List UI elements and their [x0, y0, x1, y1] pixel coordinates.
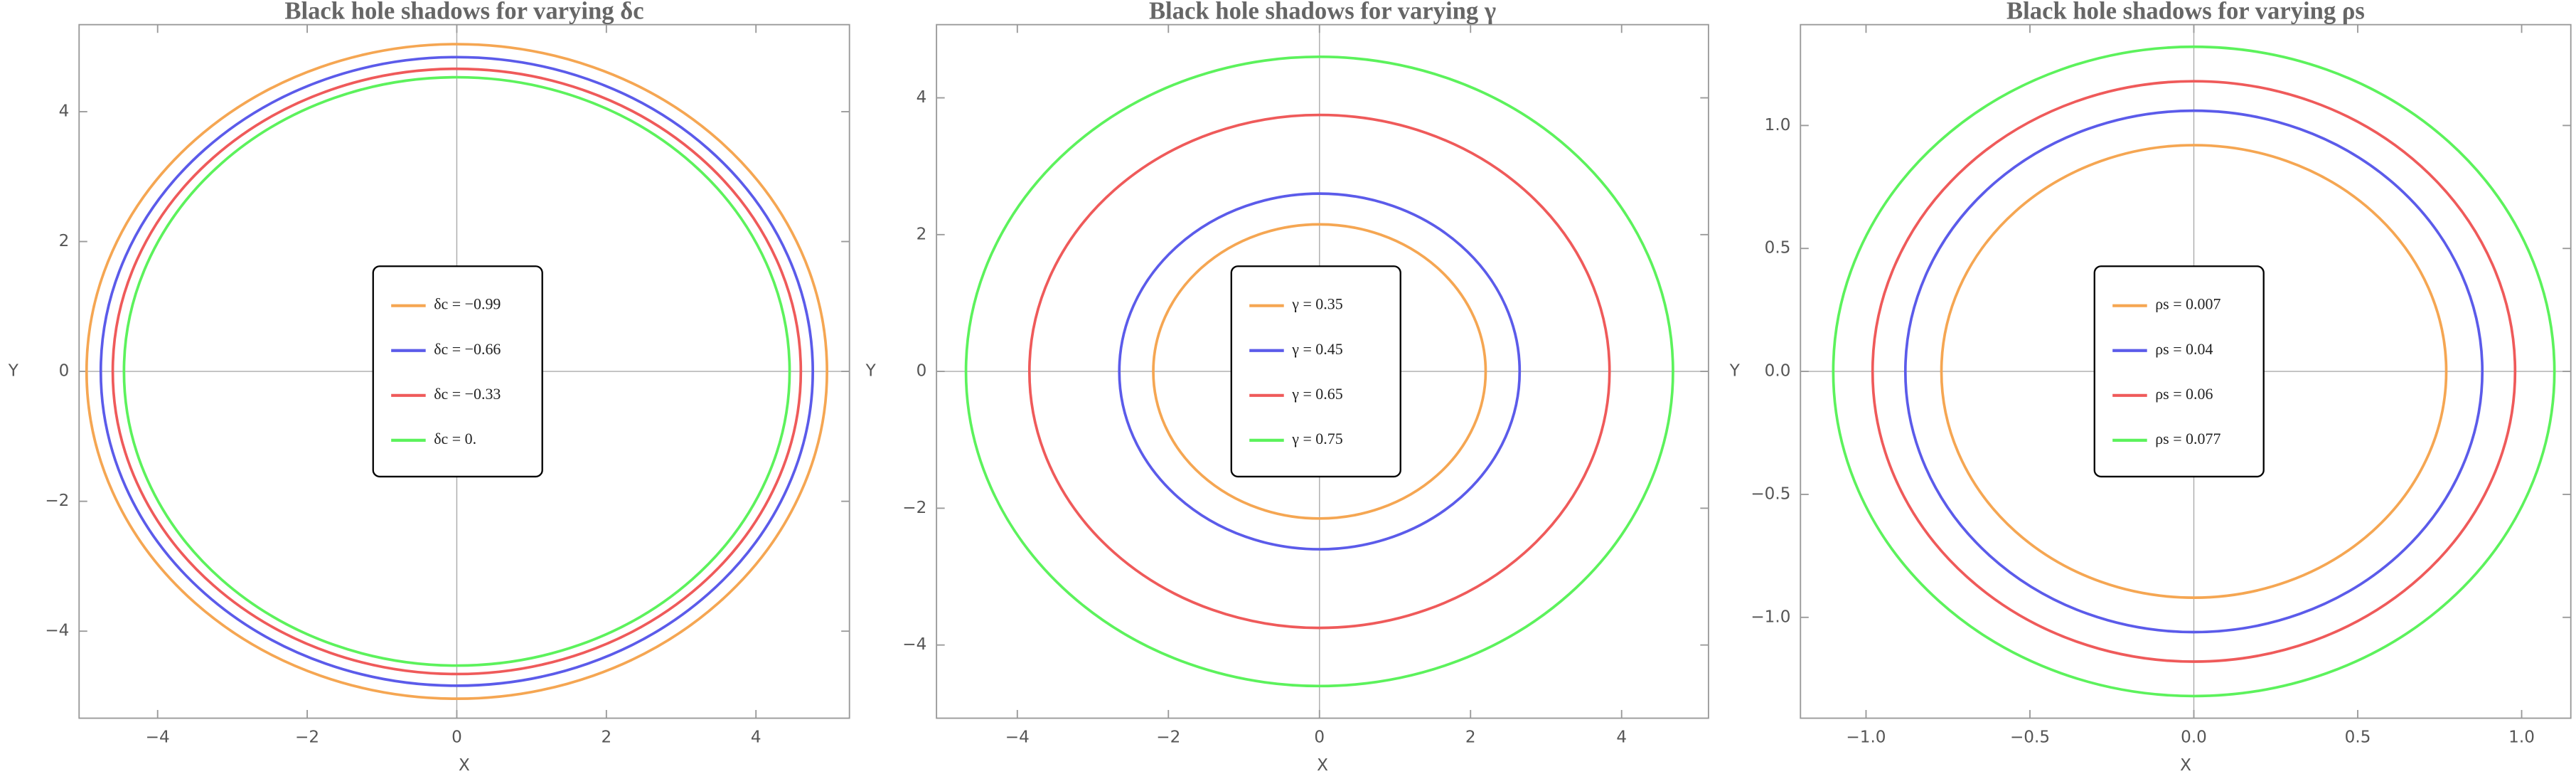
x-axis-label: X [1317, 756, 1328, 775]
y-tick-label: 1.0 [1765, 116, 1791, 134]
x-tick-label: 2 [1465, 728, 1476, 747]
shadow-curve [111, 67, 803, 676]
x-tick-label: 0.0 [2181, 728, 2207, 747]
legend-label: γ = 0.65 [1291, 385, 1342, 403]
y-tick-label: −1.0 [1751, 608, 1790, 626]
legend-box [2093, 265, 2265, 478]
shadow-curve [1832, 45, 2556, 698]
y-tick-label: 2 [916, 225, 927, 243]
shadow-curve [99, 55, 815, 687]
chart-title: Black hole shadows for varying δc [284, 0, 643, 24]
legend-label: γ = 0.75 [1291, 430, 1342, 447]
x-tick-label: 1.0 [2508, 728, 2535, 747]
y-axis-label: Y [1729, 362, 1741, 381]
legend-label: γ = 0.35 [1291, 295, 1342, 313]
shadow-curve [964, 55, 1674, 688]
y-tick-label: −4 [902, 635, 926, 654]
legend-label: ρs = 0.077 [2155, 430, 2220, 447]
y-tick-label: −2 [45, 492, 69, 510]
shadow-curve [1027, 113, 1611, 630]
shadow-curve [1940, 144, 2448, 599]
legend-label: δc = −0.33 [434, 385, 501, 403]
y-tick-label: 0.5 [1765, 239, 1791, 258]
y-axis-label: Y [8, 362, 19, 381]
y-tick-label: 0 [59, 362, 70, 381]
legend-label: δc = −0.99 [434, 295, 501, 313]
shadow-curve [122, 75, 791, 667]
legend-label: ρs = 0.04 [2155, 340, 2213, 358]
x-tick-label: −4 [1005, 728, 1030, 747]
x-tick-label: 0 [1314, 728, 1325, 747]
shadow-curve [1903, 109, 2484, 634]
shadow-curve [1152, 223, 1487, 520]
x-tick-label: 4 [751, 728, 761, 747]
x-tick-label: −2 [295, 728, 319, 747]
y-tick-label: 4 [916, 88, 927, 107]
legend-label: ρs = 0.007 [2155, 295, 2220, 313]
x-tick-label: −4 [146, 728, 170, 747]
shadow-curve [1871, 80, 2517, 663]
y-axis-label: Y [865, 362, 877, 381]
y-tick-label: 0.0 [1765, 362, 1791, 381]
y-tick-label: 0 [916, 362, 927, 381]
y-tick-label: −4 [45, 622, 69, 640]
x-axis-label: X [2180, 756, 2191, 775]
shadow-curve [1118, 192, 1522, 551]
y-tick-label: −0.5 [1751, 484, 1790, 503]
legend-box [372, 265, 543, 478]
x-tick-label: −0.5 [2010, 728, 2050, 747]
legend-label: δc = −0.66 [434, 340, 501, 358]
x-tick-label: −1.0 [1846, 728, 1886, 747]
shadow-curve [85, 43, 828, 700]
x-tick-label: 0 [451, 728, 462, 747]
y-tick-label: −2 [902, 499, 926, 517]
x-tick-label: 2 [601, 728, 611, 747]
legend-label: ρs = 0.06 [2155, 385, 2213, 403]
x-tick-label: −2 [1156, 728, 1180, 747]
y-tick-label: 4 [59, 102, 70, 120]
chart-title: Black hole shadows for varying γ [1149, 0, 1496, 24]
x-tick-label: 0.5 [2345, 728, 2371, 747]
x-axis-label: X [459, 756, 470, 775]
chart-title: Black hole shadows for varying ρs [2006, 0, 2365, 24]
legend-label: γ = 0.45 [1291, 340, 1342, 358]
legend-label: δc = 0. [434, 430, 476, 447]
x-tick-label: 4 [1616, 728, 1627, 747]
legend-box [1230, 265, 1401, 478]
y-tick-label: 2 [59, 232, 70, 250]
